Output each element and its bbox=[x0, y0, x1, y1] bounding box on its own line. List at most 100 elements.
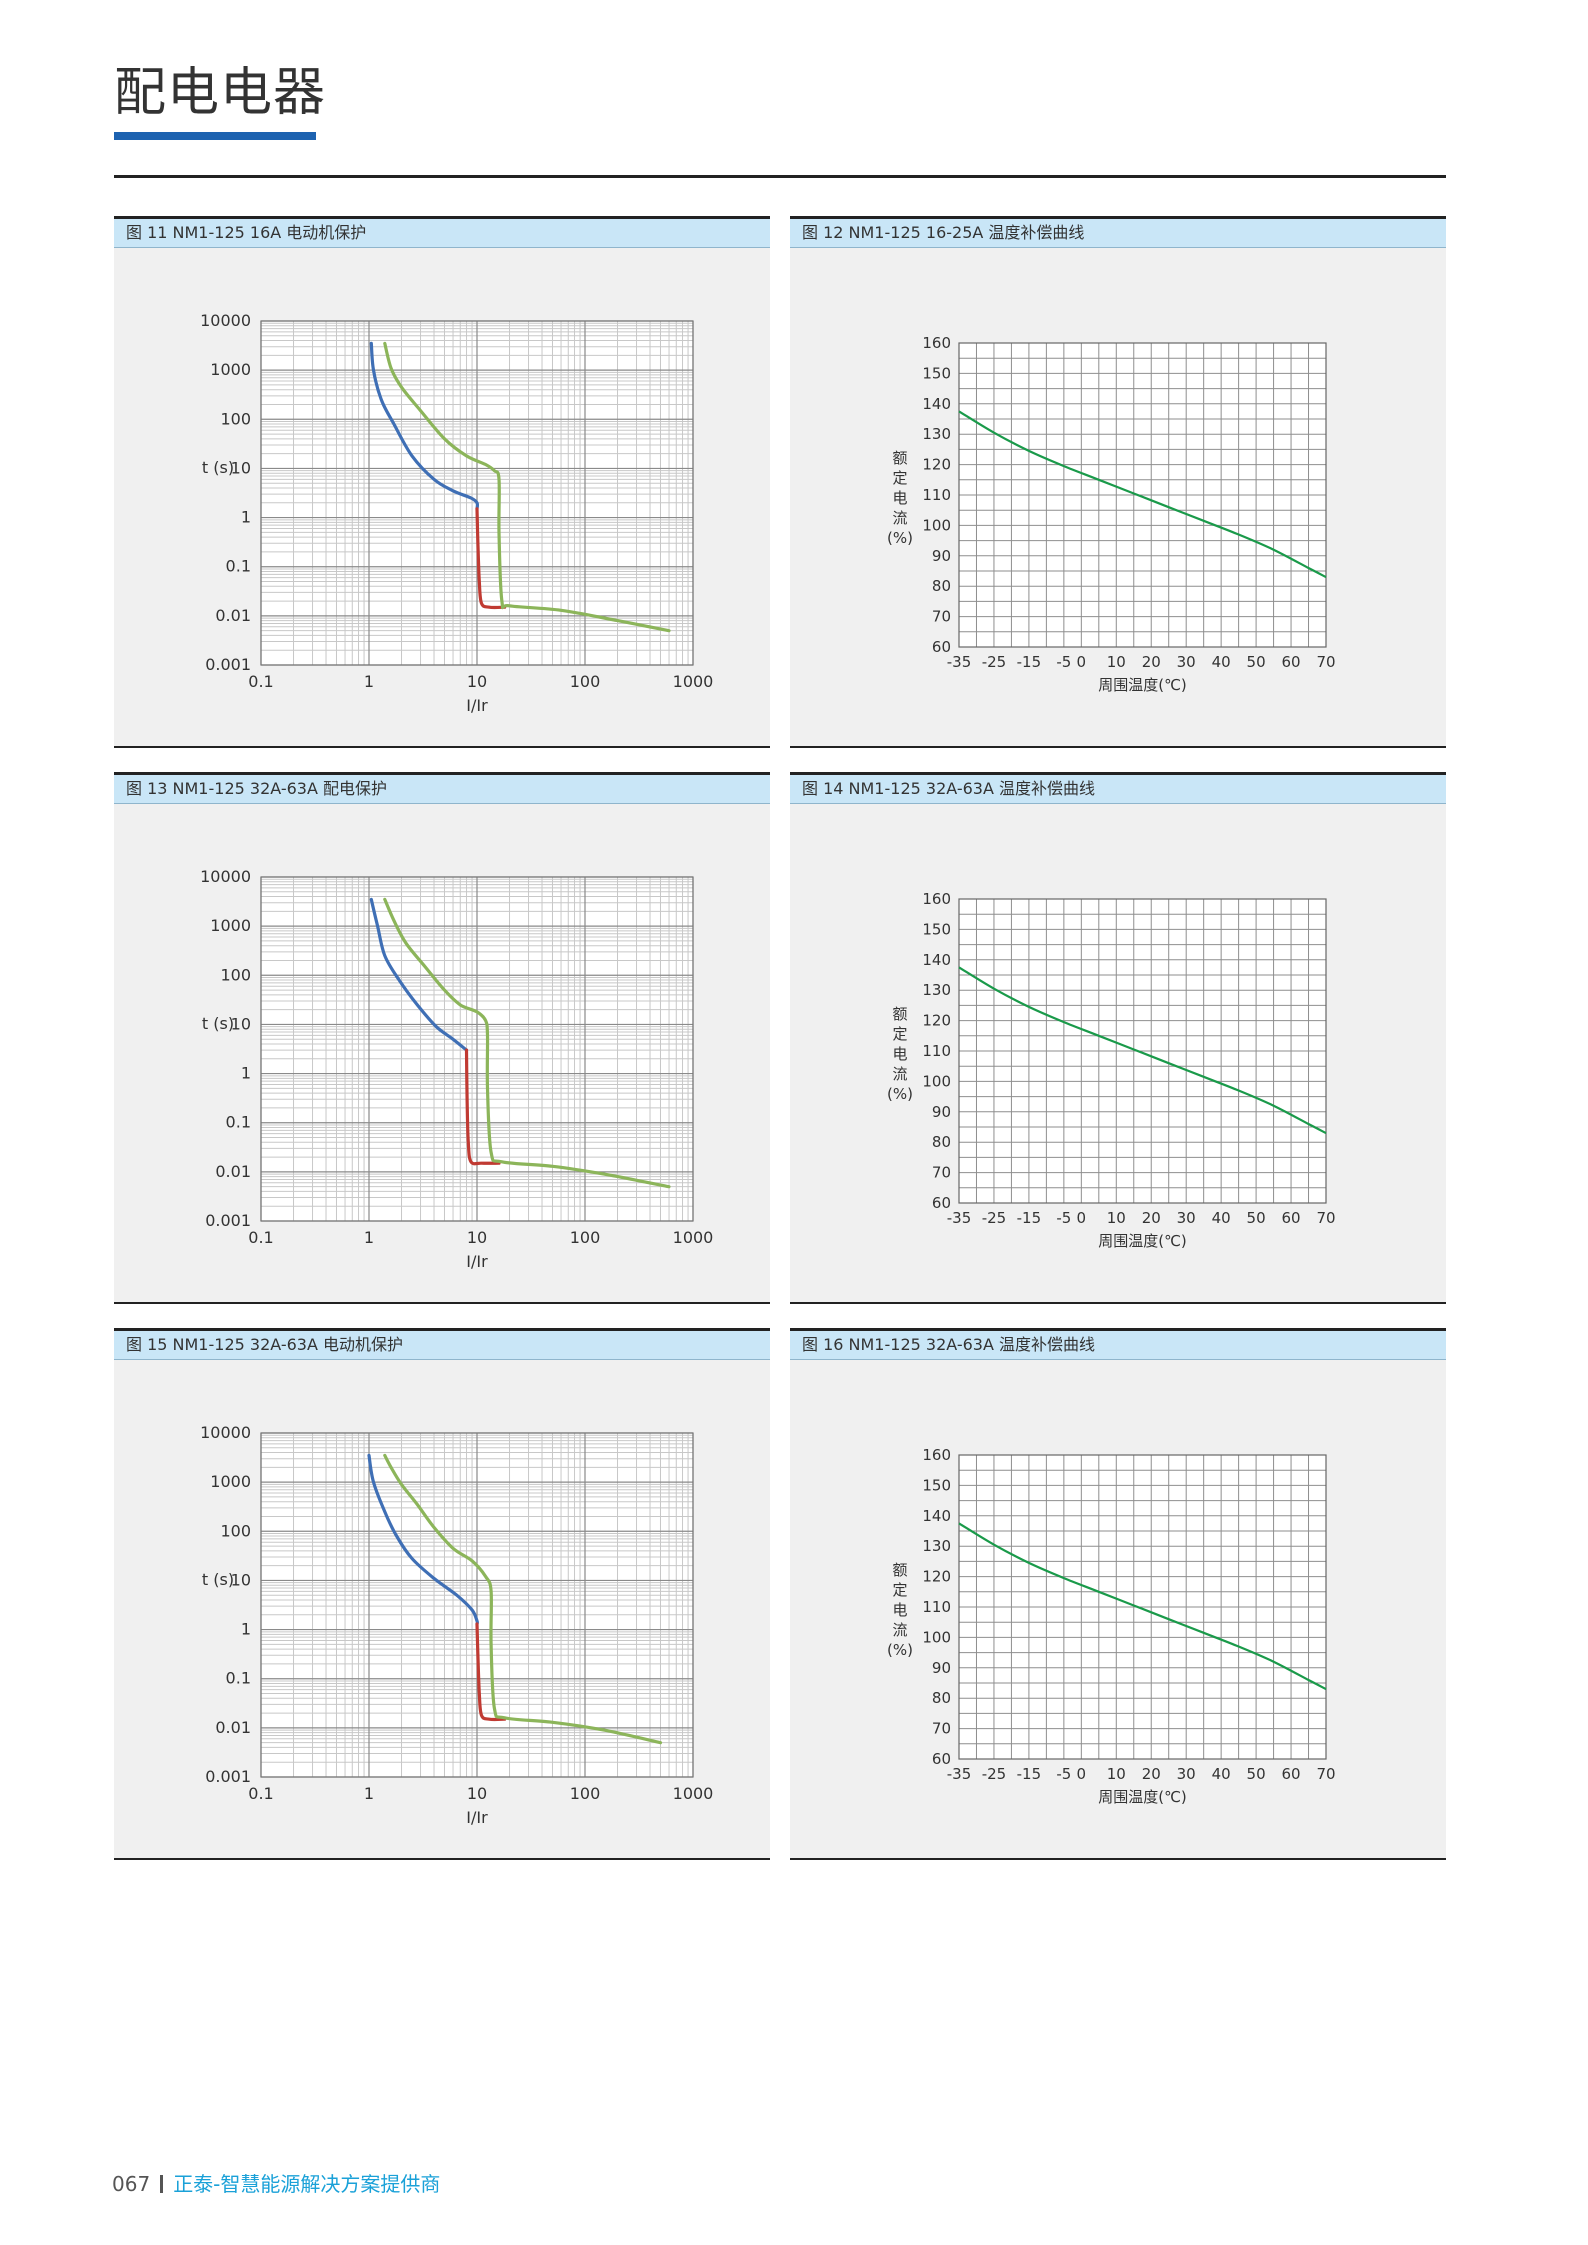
series-line bbox=[475, 1622, 507, 1722]
y-tick-label: 90 bbox=[932, 1103, 951, 1121]
y-axis-label: 额 bbox=[892, 1005, 907, 1023]
x-tick-label: 0.1 bbox=[248, 1228, 273, 1247]
top-rule bbox=[114, 175, 1446, 178]
series-line bbox=[958, 1522, 1327, 1691]
y-tick-label: 110 bbox=[922, 1598, 951, 1616]
x-tick-label: 1 bbox=[364, 672, 374, 691]
temperature-chart: -35 -25 -15 -5 0 10 20 30 40 50 60 70 160 150 140 130 12… bbox=[887, 1446, 1336, 1806]
panel-caption: 图 15 NM1-125 32A-63A 电动机保护 bbox=[114, 1331, 770, 1360]
series-line bbox=[464, 1048, 501, 1166]
y-axis-label: 电 bbox=[892, 1601, 907, 1619]
y-axis-label: t (s) bbox=[202, 1570, 234, 1589]
y-tick-label: 0.1 bbox=[226, 1669, 251, 1688]
temperature-chart: -35 -25 -15 -5 0 10 20 30 40 50 60 70 160 150 140 130 12… bbox=[887, 890, 1336, 1250]
x-tick-label: 1 bbox=[364, 1784, 374, 1803]
y-axis-label: 定 bbox=[892, 1025, 907, 1043]
x-tick-label: 60 bbox=[1282, 1209, 1301, 1227]
x-tick-label: 40 bbox=[1212, 653, 1231, 671]
series-line bbox=[369, 341, 480, 511]
chart-panel-4: 图 14 NM1-125 32A-63A 温度补偿曲线 -35 -25 -15 -5 0… bbox=[790, 772, 1446, 1304]
y-tick-label: 100 bbox=[922, 516, 951, 534]
x-tick-label: -25 bbox=[982, 1765, 1007, 1783]
y-tick-label: 10 bbox=[231, 458, 251, 477]
y-tick-label: 1 bbox=[241, 1620, 251, 1639]
y-tick-label: 0.01 bbox=[215, 1162, 251, 1181]
temperature-chart: -35 -25 -15 -5 0 10 20 30 40 50 60 70 160 150 140 130 12… bbox=[887, 334, 1336, 694]
y-axis-label: 定 bbox=[892, 1581, 907, 1599]
y-tick-label: 1000 bbox=[210, 360, 251, 379]
y-tick-label: 150 bbox=[922, 1476, 951, 1494]
x-tick-label: 0 bbox=[1077, 653, 1087, 671]
x-tick-label: 10 bbox=[467, 1784, 487, 1803]
y-tick-label: 60 bbox=[932, 638, 951, 656]
plot-frame bbox=[260, 876, 694, 1222]
chart-panel-1: 图 11 NM1-125 16A 电动机保护 0.1 1 10 100 1000 1000… bbox=[114, 216, 770, 748]
page-title: 配电电器 bbox=[114, 63, 327, 123]
x-tick-label: 10 bbox=[467, 1228, 487, 1247]
time-current-chart: 0.1 1 10 100 1000 10000 1000 100 10 1 0.1 0.01 0.001… bbox=[200, 1423, 713, 1827]
x-tick-label: 10 bbox=[1107, 1209, 1126, 1227]
y-tick-label: 0.001 bbox=[205, 1767, 251, 1786]
plot-frame bbox=[260, 1432, 694, 1778]
x-tick-label: 1000 bbox=[673, 672, 714, 691]
y-tick-label: 160 bbox=[922, 890, 951, 908]
plot-frame bbox=[958, 898, 1327, 1204]
y-axis-label: 额 bbox=[892, 1561, 907, 1579]
title-underline bbox=[114, 132, 316, 140]
plot-frame bbox=[958, 1454, 1327, 1760]
y-tick-label: 90 bbox=[932, 547, 951, 565]
x-tick-label: 10 bbox=[1107, 1765, 1126, 1783]
x-tick-label: 100 bbox=[570, 1228, 601, 1247]
panel-caption: 图 11 NM1-125 16A 电动机保护 bbox=[114, 219, 770, 248]
y-axis-label: 电 bbox=[892, 1045, 907, 1063]
y-axis-label: 电 bbox=[892, 489, 907, 507]
x-axis-label: 周围温度(℃) bbox=[1098, 676, 1187, 694]
y-tick-label: 130 bbox=[922, 981, 951, 999]
x-tick-label: 70 bbox=[1316, 653, 1335, 671]
y-tick-label: 120 bbox=[922, 1012, 951, 1030]
x-tick-label: 100 bbox=[570, 1784, 601, 1803]
x-tick-label: 30 bbox=[1177, 1765, 1196, 1783]
y-tick-label: 0.1 bbox=[226, 1113, 251, 1132]
y-tick-label: 100 bbox=[220, 965, 251, 984]
y-axis-label: 流 bbox=[892, 1621, 907, 1639]
x-tick-label: 20 bbox=[1142, 653, 1161, 671]
time-current-chart: 0.1 1 10 100 1000 10000 1000 100 10 1 0.1 0.01 0.001… bbox=[200, 311, 714, 715]
y-axis-label: 额 bbox=[892, 449, 907, 467]
y-tick-label: 10000 bbox=[200, 311, 251, 330]
x-tick-label: 0 bbox=[1077, 1765, 1087, 1783]
y-tick-label: 120 bbox=[922, 1568, 951, 1586]
series-line bbox=[383, 897, 671, 1189]
x-tick-label: 10 bbox=[467, 672, 487, 691]
y-tick-label: 150 bbox=[922, 920, 951, 938]
x-tick-label: 10 bbox=[1107, 653, 1126, 671]
x-tick-label: 50 bbox=[1247, 653, 1266, 671]
series-line bbox=[958, 410, 1327, 579]
x-tick-label: 50 bbox=[1247, 1209, 1266, 1227]
x-tick-label: -35 bbox=[947, 653, 972, 671]
y-tick-label: 60 bbox=[932, 1194, 951, 1212]
x-tick-label: 0 bbox=[1077, 1209, 1087, 1227]
y-tick-label: 10 bbox=[231, 1570, 251, 1589]
x-tick-label: 70 bbox=[1316, 1765, 1335, 1783]
chart-panel-3: 图 13 NM1-125 32A-63A 配电保护 0.1 1 10 100 1000 1… bbox=[114, 772, 770, 1304]
x-axis-label: 周围温度(℃) bbox=[1098, 1232, 1187, 1250]
x-tick-label: -5 bbox=[1056, 1765, 1071, 1783]
y-tick-label: 0.1 bbox=[226, 557, 251, 576]
y-tick-label: 100 bbox=[220, 409, 251, 428]
x-tick-label: 30 bbox=[1177, 1209, 1196, 1227]
y-tick-label: 1 bbox=[241, 508, 251, 527]
x-tick-label: 30 bbox=[1177, 653, 1196, 671]
x-tick-label: -35 bbox=[947, 1765, 972, 1783]
x-tick-label: 40 bbox=[1212, 1209, 1231, 1227]
y-axis-label: 流 bbox=[892, 509, 907, 527]
y-tick-label: 90 bbox=[932, 1659, 951, 1677]
panel-caption: 图 14 NM1-125 32A-63A 温度补偿曲线 bbox=[790, 775, 1446, 804]
x-axis-label: I/Ir bbox=[466, 696, 488, 715]
x-tick-label: 0.1 bbox=[248, 672, 273, 691]
x-tick-label: 100 bbox=[570, 672, 601, 691]
y-tick-label: 100 bbox=[220, 1521, 251, 1540]
y-tick-label: 130 bbox=[922, 425, 951, 443]
x-tick-label: -15 bbox=[1017, 653, 1042, 671]
x-tick-label: -25 bbox=[982, 1209, 1007, 1227]
